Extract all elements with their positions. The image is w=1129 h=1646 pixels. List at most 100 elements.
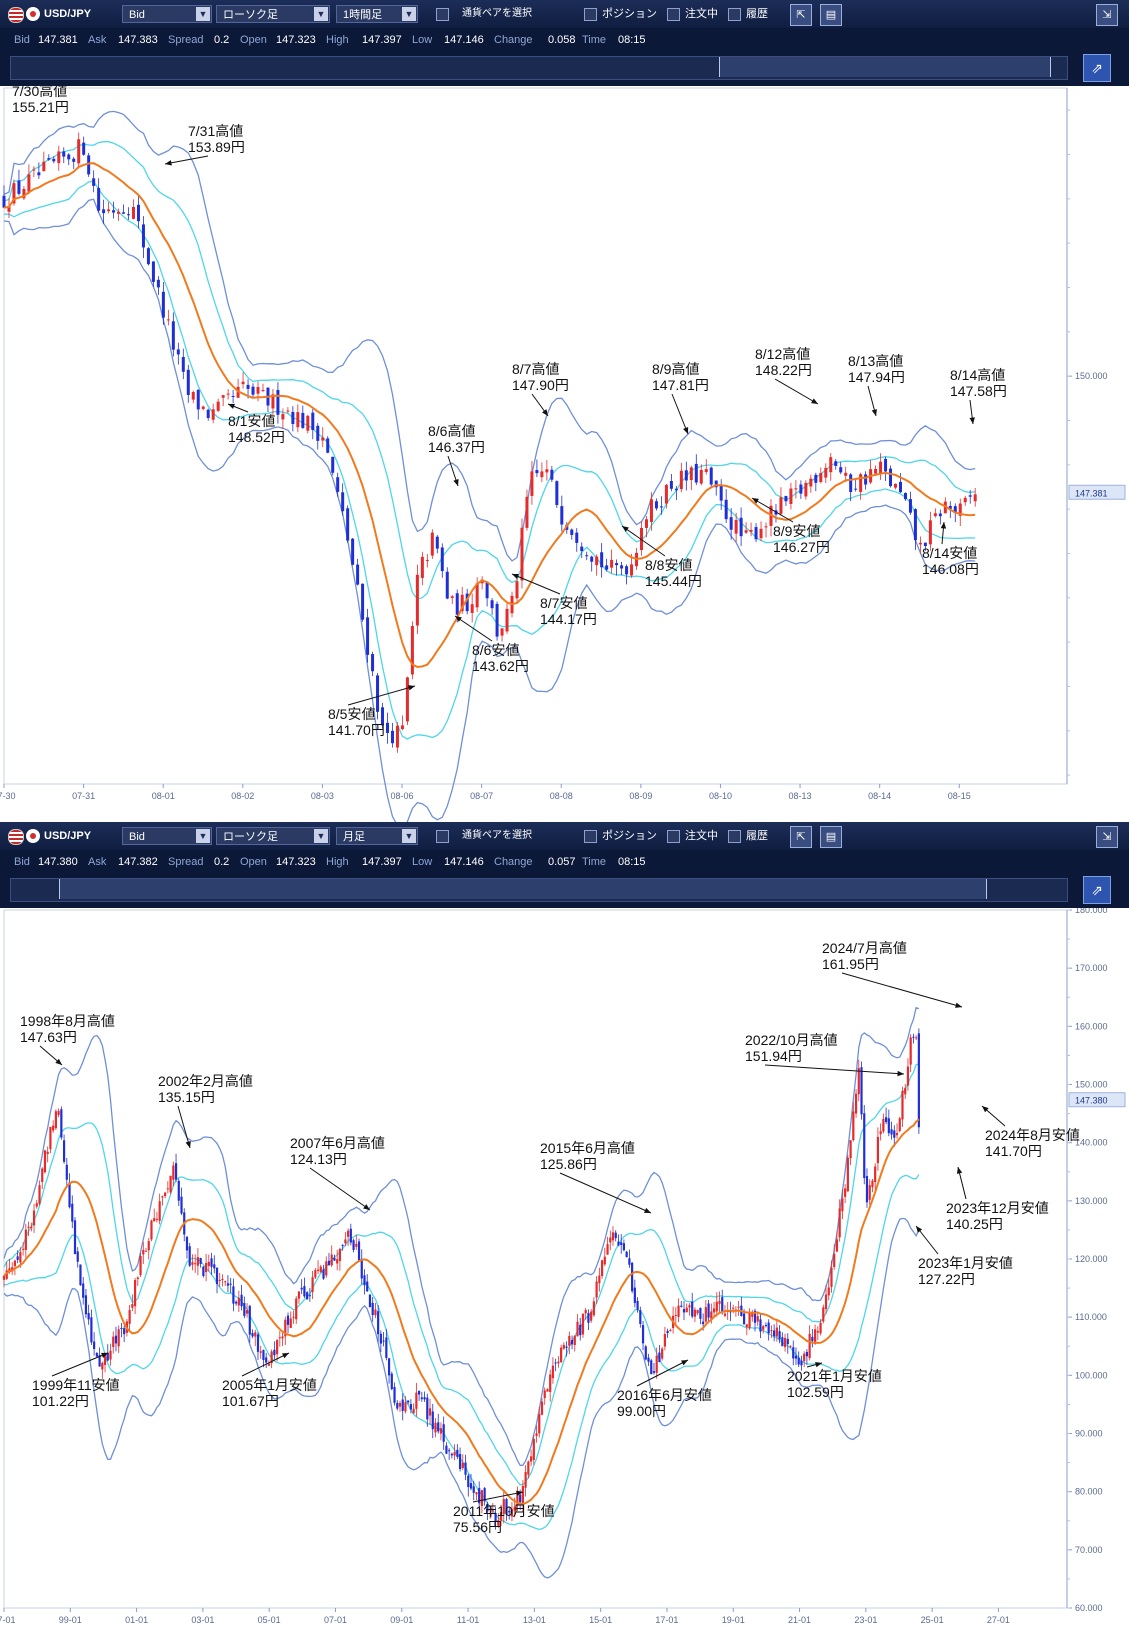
- export-icon[interactable]: ⇱: [790, 826, 812, 848]
- candle-body: [605, 565, 609, 570]
- candle-body: [366, 1281, 369, 1292]
- candle-body: [235, 1301, 238, 1304]
- timeframe-select[interactable]: 1時間足 ▼: [336, 5, 418, 23]
- candle-body: [215, 1267, 219, 1284]
- candle-body: [658, 1352, 661, 1363]
- candle-body: [196, 1257, 199, 1266]
- candle-body: [615, 563, 619, 566]
- collapse-icon[interactable]: ⇲: [1096, 4, 1118, 26]
- candle-body: [65, 1164, 68, 1180]
- candle-body: [516, 1490, 519, 1506]
- hourly-candlestick-chart: 150.000 07-30 07-31 08-01 08-02 08-03 08-06 08-…: [0, 86, 1126, 822]
- candle-body: [808, 1333, 811, 1359]
- annotation-arrow: [774, 378, 819, 405]
- candle-body: [216, 401, 220, 411]
- candle-body: [316, 425, 320, 441]
- candle-body: [16, 1256, 19, 1260]
- annotation-date-label: 8/9安値: [773, 523, 820, 539]
- price-type-select[interactable]: Bid ▼: [122, 827, 212, 845]
- timeframe-select[interactable]: 月足 ▼: [336, 827, 418, 845]
- zoom-icon[interactable]: ⇗: [1083, 54, 1111, 82]
- history-checkbox[interactable]: [728, 830, 741, 843]
- orders-checkbox[interactable]: [667, 8, 680, 21]
- candle-body: [98, 1354, 101, 1367]
- candle-body: [489, 1513, 492, 1515]
- select-pair-checkbox[interactable]: [436, 830, 449, 843]
- candle-body: [839, 467, 843, 473]
- candle-body: [68, 1182, 71, 1208]
- orders-checkbox[interactable]: [667, 830, 680, 843]
- candle-body: [72, 158, 76, 162]
- candle-body: [194, 1263, 197, 1265]
- candle-body: [164, 1192, 167, 1197]
- candle-body: [781, 1337, 784, 1347]
- currency-pair-label[interactable]: USD/JPY: [44, 8, 92, 20]
- annotation-price-label: 161.95円: [822, 956, 879, 972]
- navigator-scrollbar[interactable]: [10, 56, 1068, 80]
- bollinger-lower-1sigma-line: [4, 180, 976, 740]
- candle-body: [57, 1110, 60, 1115]
- candle-body: [275, 1340, 279, 1355]
- y-tick-label: 130.000: [1075, 1196, 1108, 1206]
- navigator-scrollbar[interactable]: [10, 878, 1068, 902]
- last-price-tag-box: [1068, 1092, 1126, 1108]
- chart-style-select[interactable]: ローソク足 ▼: [216, 827, 330, 845]
- candle-body: [938, 513, 942, 517]
- candle-body: [529, 1456, 533, 1462]
- export-icon[interactable]: ⇱: [790, 4, 812, 26]
- positions-checkbox[interactable]: [584, 8, 597, 21]
- candle-body: [948, 505, 952, 509]
- navigator-thumb[interactable]: [719, 57, 1051, 77]
- candle-body: [532, 1439, 535, 1460]
- chevron-down-icon: ▼: [402, 7, 416, 21]
- select-pair-checkbox[interactable]: [436, 8, 449, 21]
- candle-body: [478, 1488, 481, 1504]
- x-tick-label: 08-14: [868, 791, 891, 801]
- candle-body: [764, 1324, 768, 1326]
- candle-body: [649, 499, 653, 522]
- candle-body: [661, 1348, 664, 1359]
- annotation-price-label: 141.70円: [985, 1143, 1042, 1159]
- y-tick-label: 100.000: [1075, 1370, 1108, 1380]
- candle-body: [76, 1251, 79, 1262]
- candle-body: [437, 1422, 440, 1432]
- candle-body: [625, 1251, 628, 1258]
- candle-body: [103, 1352, 107, 1365]
- candle-body: [794, 488, 798, 490]
- candle-body: [617, 1241, 620, 1246]
- candle-body: [156, 279, 160, 288]
- window-icon[interactable]: ▤: [820, 4, 842, 26]
- candle-body: [415, 1392, 418, 1409]
- window-icon[interactable]: ▤: [820, 826, 842, 848]
- x-tick-label: 27-01: [987, 1615, 1010, 1625]
- quote-bar: Bid 147.380 Ask 147.382 Spread 0.2 Open …: [0, 850, 1129, 874]
- candle-body: [241, 381, 245, 385]
- candle-body: [326, 438, 330, 453]
- annotation-arrow: [559, 1172, 652, 1214]
- candle-body: [502, 1499, 505, 1515]
- candle-body: [87, 1312, 90, 1320]
- price-type-select[interactable]: Bid ▼: [122, 5, 212, 23]
- positions-checkbox[interactable]: [584, 830, 597, 843]
- orders-label: 注文中: [685, 8, 718, 20]
- candle-body: [859, 474, 863, 492]
- history-checkbox[interactable]: [728, 8, 741, 21]
- candle-body: [102, 209, 106, 214]
- zoom-icon[interactable]: ⇗: [1083, 876, 1111, 904]
- candle-body: [180, 1196, 183, 1214]
- candle-body: [434, 1422, 437, 1433]
- candle-body: [857, 1067, 860, 1095]
- collapse-icon[interactable]: ⇲: [1096, 826, 1118, 848]
- candle-body: [863, 1113, 866, 1178]
- candle-body: [829, 457, 833, 473]
- navigator-thumb[interactable]: [59, 879, 987, 899]
- candle-body: [188, 1246, 191, 1266]
- candle-body: [109, 1350, 112, 1360]
- currency-pair-label[interactable]: USD/JPY: [44, 830, 92, 842]
- chart-style-select[interactable]: ローソク足 ▼: [216, 5, 330, 23]
- candle-body: [784, 495, 788, 502]
- annotation-price-label: 145.44円: [645, 573, 702, 589]
- candle-body: [585, 555, 589, 557]
- candle-body: [256, 387, 260, 394]
- candle-body: [245, 1310, 249, 1314]
